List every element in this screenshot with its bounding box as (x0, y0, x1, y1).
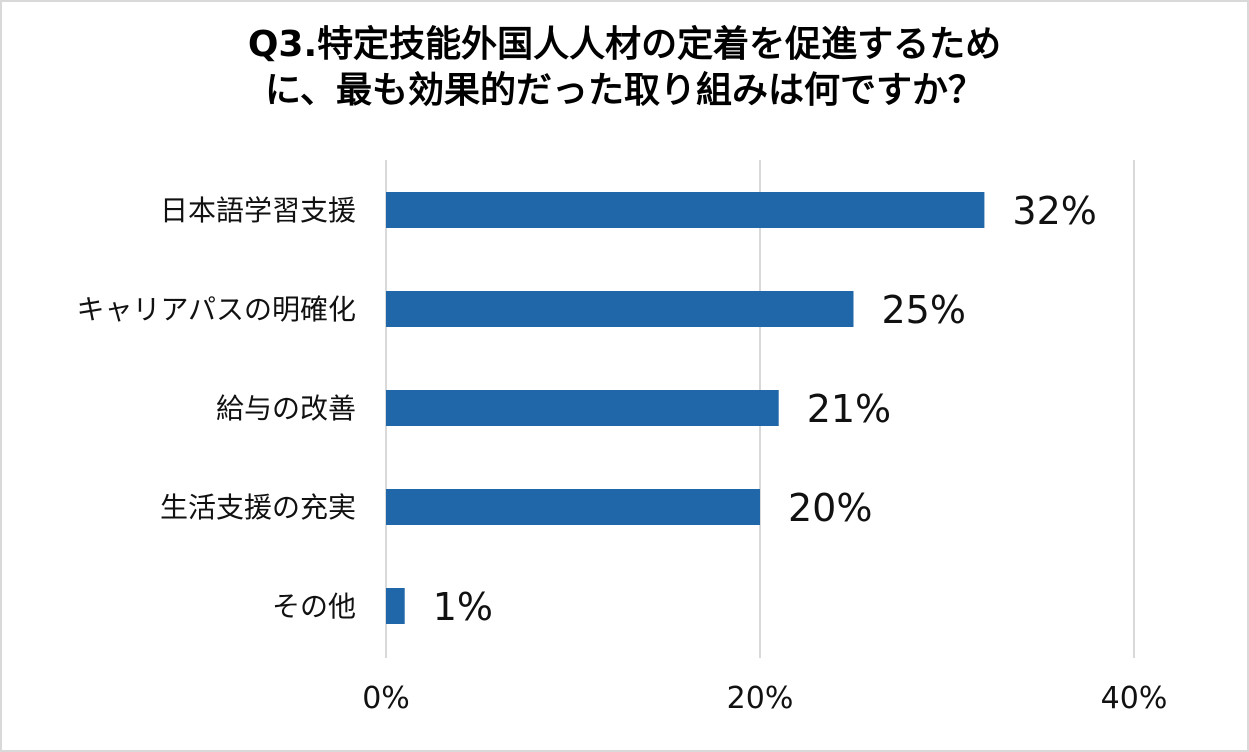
bar (386, 291, 854, 327)
x-tick-label: 40% (1101, 681, 1168, 716)
category-label: 生活支援の充実 (160, 491, 356, 524)
bar (386, 192, 985, 228)
value-label: 1% (433, 585, 493, 629)
chart-title-line-1: Q3.特定技能外国人人材の定着を促進するため (247, 24, 1002, 65)
chart-title-line-2: に、最も効果的だった取り組みは何ですか？ (265, 70, 984, 111)
value-label: 21% (807, 387, 891, 431)
value-label: 20% (788, 486, 872, 530)
category-label: その他 (272, 590, 356, 623)
value-label: 32% (1012, 189, 1096, 233)
value-labels: 32% 25% 21% 20% 1% (433, 189, 1097, 629)
category-label: 日本語学習支援 (160, 194, 356, 227)
bar (386, 390, 779, 426)
chart-title: Q3.特定技能外国人人材の定着を促進するため に、最も効果的だった取り組みは何で… (0, 22, 1249, 114)
bars (386, 192, 985, 624)
x-tick-label: 0% (362, 681, 410, 716)
category-label: キャリアパスの明確化 (77, 293, 356, 326)
value-label: 25% (882, 288, 966, 332)
bar (386, 489, 760, 525)
x-tick-label: 20% (727, 681, 794, 716)
category-label: 給与の改善 (216, 392, 356, 425)
x-axis-tick-labels: 0% 20% 40% (362, 681, 1167, 716)
bar (386, 588, 405, 624)
